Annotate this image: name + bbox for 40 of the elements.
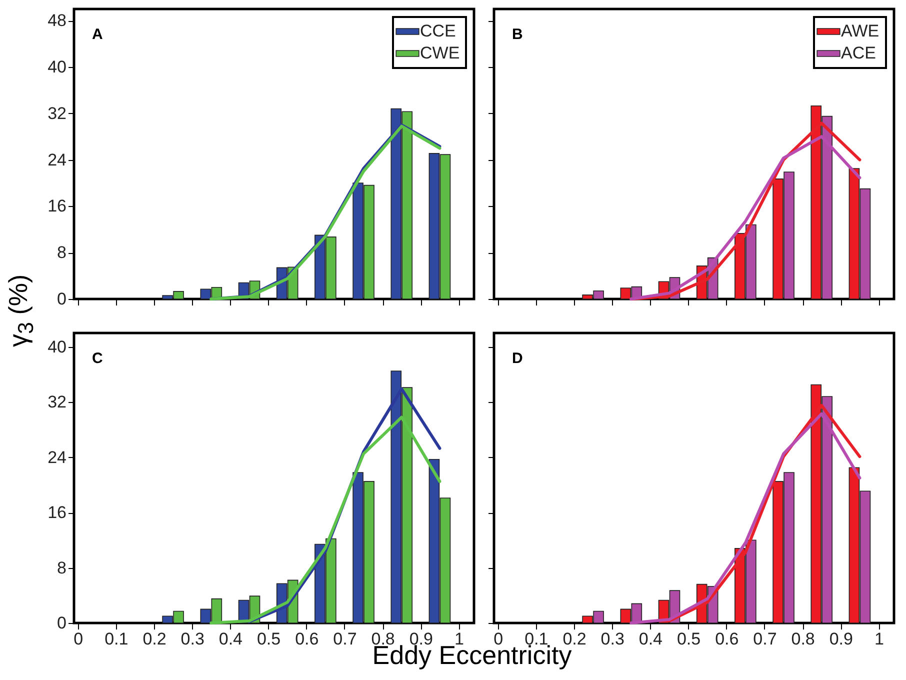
y-tick-label: 24 — [48, 448, 66, 467]
legend-label: ACE — [841, 44, 876, 62]
x-tick-label: 0.3 — [180, 630, 204, 648]
x-tick-label: 1 — [454, 630, 464, 648]
y-tick-label: 8 — [57, 558, 66, 578]
legend-label: CCE — [420, 22, 456, 40]
annotation: B — [512, 26, 523, 43]
x-tick-label: 0.6 — [295, 630, 319, 648]
legend-label: CWE — [420, 44, 460, 62]
x-tick-label: 1 — [874, 630, 884, 648]
y-tick-label: 48 — [48, 11, 66, 30]
y-tick-label: 16 — [48, 503, 66, 522]
x-tick-label: 0.7 — [753, 630, 777, 648]
x-tick-label: 0 — [494, 630, 504, 648]
annotation: D — [512, 350, 523, 367]
annotation: C — [92, 350, 103, 367]
y-tick-label: 16 — [48, 196, 66, 216]
x-tick-label: 0.7 — [333, 630, 357, 648]
x-tick-label: 0.4 — [218, 630, 243, 648]
x-tick-label: 0.2 — [562, 630, 586, 648]
y-tick-label: 32 — [48, 392, 66, 412]
y-tick-label: 40 — [48, 58, 66, 76]
x-tick-label: 0.1 — [104, 630, 128, 648]
legend-label: AWE — [841, 22, 880, 40]
x-tick-label: 0.4 — [638, 630, 663, 648]
x-tick-label: 0.8 — [791, 630, 815, 648]
y-tick-label: 32 — [48, 104, 66, 123]
x-tick-label: 0.5 — [676, 630, 701, 648]
x-tick-label: 0.2 — [142, 630, 166, 648]
y-tick-label: 0 — [57, 290, 66, 308]
annotation: A — [92, 26, 103, 43]
y-tick-label: 24 — [48, 150, 66, 170]
x-tick-label: 0.6 — [715, 630, 739, 648]
x-tick-label: 0 — [74, 630, 84, 648]
y-tick-label: 0 — [57, 614, 66, 632]
x-tick-label: 0.5 — [256, 630, 281, 648]
x-tick-label: 0.9 — [829, 630, 853, 648]
y-tick-label: 40 — [48, 337, 66, 356]
y-tick-label: 8 — [57, 243, 66, 262]
x-tick-label: 0.3 — [600, 630, 624, 648]
